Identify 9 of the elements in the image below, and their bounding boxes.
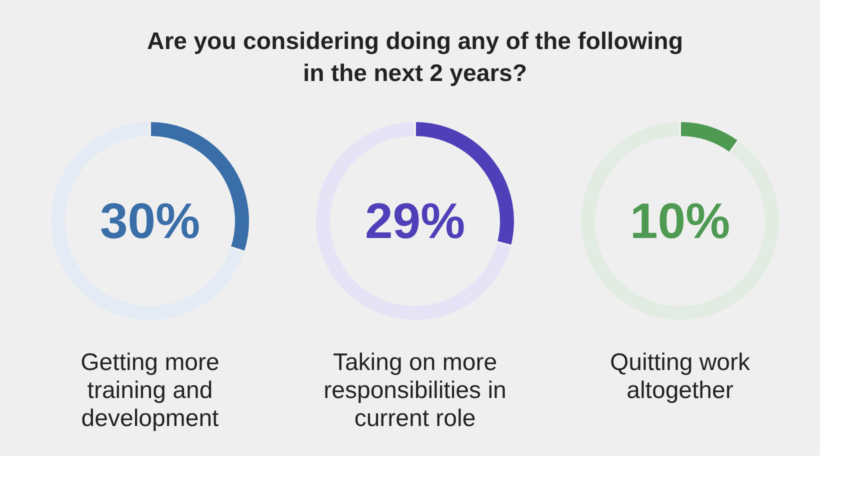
data-label: 29% (364, 193, 466, 249)
donut-slice (314, 120, 513, 322)
text: Getting more training and development (80, 349, 220, 432)
donut-slice (579, 120, 781, 322)
text: Are you considering doing any of the following in the next 2 years? (146, 28, 684, 87)
data-label: 10% (630, 193, 730, 249)
text: Taking on more responsibilities in current role (324, 349, 506, 432)
data-label: 30% (100, 193, 200, 249)
text: Quitting work altogether (610, 349, 752, 404)
